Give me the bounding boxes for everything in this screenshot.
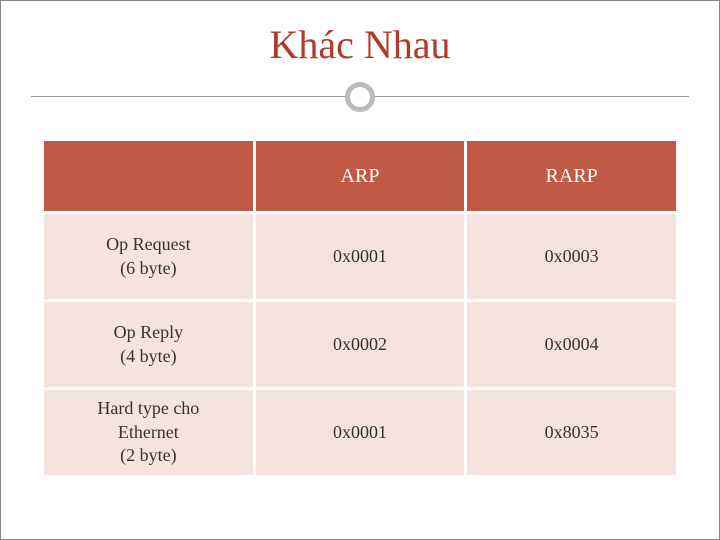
table-row: Op Request (6 byte) 0x0001 0x0003 bbox=[44, 214, 676, 299]
row-label-line: Op Request bbox=[106, 234, 191, 254]
row-label: Op Reply (4 byte) bbox=[44, 302, 253, 387]
row-label: Hard type cho Ethernet (2 byte) bbox=[44, 390, 253, 475]
slide-title: Khác Nhau bbox=[1, 1, 719, 78]
row-label-line: (4 byte) bbox=[120, 346, 176, 366]
row-label: Op Request (6 byte) bbox=[44, 214, 253, 299]
comparison-table: ARP RARP Op Request (6 byte) 0x0001 0x00… bbox=[41, 138, 679, 478]
table-row: Op Reply (4 byte) 0x0002 0x0004 bbox=[44, 302, 676, 387]
cell-rarp: 0x8035 bbox=[467, 390, 676, 475]
header-rarp: RARP bbox=[467, 141, 676, 211]
row-label-line: Ethernet bbox=[118, 422, 179, 442]
title-divider bbox=[1, 78, 719, 118]
header-blank bbox=[44, 141, 253, 211]
divider-circle-icon bbox=[345, 82, 375, 112]
cell-arp: 0x0001 bbox=[256, 214, 465, 299]
table-header-row: ARP RARP bbox=[44, 141, 676, 211]
slide: Khác Nhau ARP RARP Op Request (6 byte) bbox=[0, 0, 720, 540]
header-arp: ARP bbox=[256, 141, 465, 211]
cell-arp: 0x0001 bbox=[256, 390, 465, 475]
table-row: Hard type cho Ethernet (2 byte) 0x0001 0… bbox=[44, 390, 676, 475]
row-label-line: (2 byte) bbox=[120, 445, 176, 465]
table-container: ARP RARP Op Request (6 byte) 0x0001 0x00… bbox=[1, 138, 719, 478]
cell-rarp: 0x0003 bbox=[467, 214, 676, 299]
cell-rarp: 0x0004 bbox=[467, 302, 676, 387]
row-label-line: Op Reply bbox=[114, 322, 184, 342]
cell-arp: 0x0002 bbox=[256, 302, 465, 387]
row-label-line: (6 byte) bbox=[120, 258, 176, 278]
row-label-line: Hard type cho bbox=[97, 398, 199, 418]
